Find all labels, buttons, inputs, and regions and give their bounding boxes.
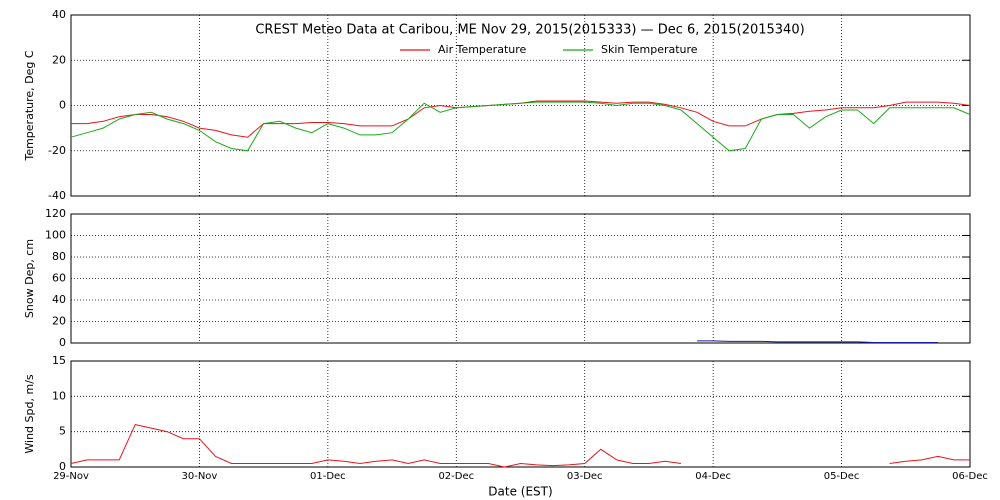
data-line [697, 340, 938, 343]
y-tick-label: 40 [52, 8, 66, 21]
y-tick-label: 0 [59, 460, 66, 473]
x-tick-label: 05-Dec [824, 471, 860, 482]
x-tick-label: 03-Dec [567, 471, 603, 482]
legend-label: Skin Temperature [601, 43, 698, 56]
y-tick-label: 0 [59, 99, 66, 112]
y-tick-label: 20 [52, 53, 66, 66]
chart-title: CREST Meteo Data at Caribou, ME Nov 29, … [255, 23, 804, 38]
y-tick-label: 0 [59, 336, 66, 349]
y-axis-label: Snow Dep, cm [23, 239, 36, 318]
x-tick-label: 01-Dec [310, 471, 346, 482]
y-axis-label: Wind Spd, m/s [23, 374, 36, 454]
y-tick-label: 60 [52, 272, 66, 285]
y-tick-label: 5 [59, 425, 66, 438]
data-line [70, 101, 971, 152]
y-tick-label: 40 [52, 293, 66, 306]
x-tick-label: 04-Dec [695, 471, 731, 482]
y-tick-label: 15 [52, 354, 66, 367]
data-line [70, 424, 970, 468]
y-tick-label: 120 [45, 207, 66, 220]
x-axis-label: Date (EST) [488, 485, 552, 499]
y-tick-label: 20 [52, 315, 66, 328]
x-tick-label: 29-Nov [53, 471, 89, 482]
plot-frame [70, 213, 971, 344]
y-tick-label: 80 [52, 250, 66, 263]
y-axis-label: Temperature, Deg C [23, 50, 36, 161]
x-tick-label: 02-Dec [438, 471, 474, 482]
y-tick-label: -40 [48, 189, 66, 202]
plot-frame [70, 360, 971, 468]
legend-label: Air Temperature [438, 43, 527, 56]
x-tick-label: 30-Nov [181, 471, 217, 482]
x-tick-label: 06-Dec [952, 471, 988, 482]
y-tick-label: -20 [48, 144, 66, 157]
y-tick-label: 10 [52, 389, 66, 402]
y-tick-label: 100 [45, 229, 66, 242]
data-line [71, 100, 971, 138]
